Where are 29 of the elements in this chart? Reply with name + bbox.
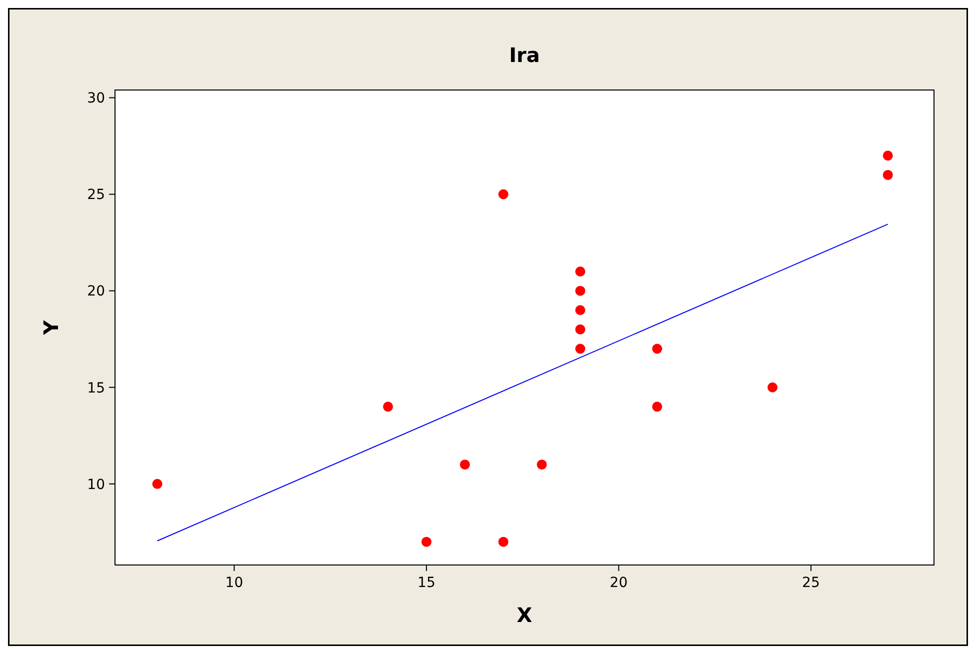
y-tick-label: 15 [87, 380, 105, 396]
point [882, 170, 893, 180]
x-tick-label: 10 [225, 575, 244, 591]
point [652, 402, 662, 412]
point [652, 344, 662, 354]
point [575, 324, 586, 334]
point [383, 402, 393, 412]
point [460, 460, 470, 470]
chart-title: Ira [509, 43, 540, 67]
point [152, 478, 162, 489]
point [498, 536, 508, 547]
point [498, 189, 508, 200]
point [575, 266, 586, 276]
point [575, 286, 586, 296]
y-axis-title: Y [39, 320, 63, 336]
y-tick-label: 10 [87, 476, 105, 493]
x-tick-label: 15 [418, 575, 436, 591]
point [768, 382, 778, 392]
point [421, 536, 432, 547]
y-tick-label: 20 [87, 284, 105, 300]
y-tick-label: 30 [87, 90, 105, 107]
point [882, 150, 893, 161]
x-tick-label: 25 [802, 575, 820, 591]
y-tick-label: 25 [87, 187, 105, 204]
x-axis-title: X [516, 603, 533, 627]
x-tick-label: 20 [610, 575, 628, 591]
point [575, 305, 586, 316]
point [536, 460, 547, 470]
point [575, 344, 586, 354]
